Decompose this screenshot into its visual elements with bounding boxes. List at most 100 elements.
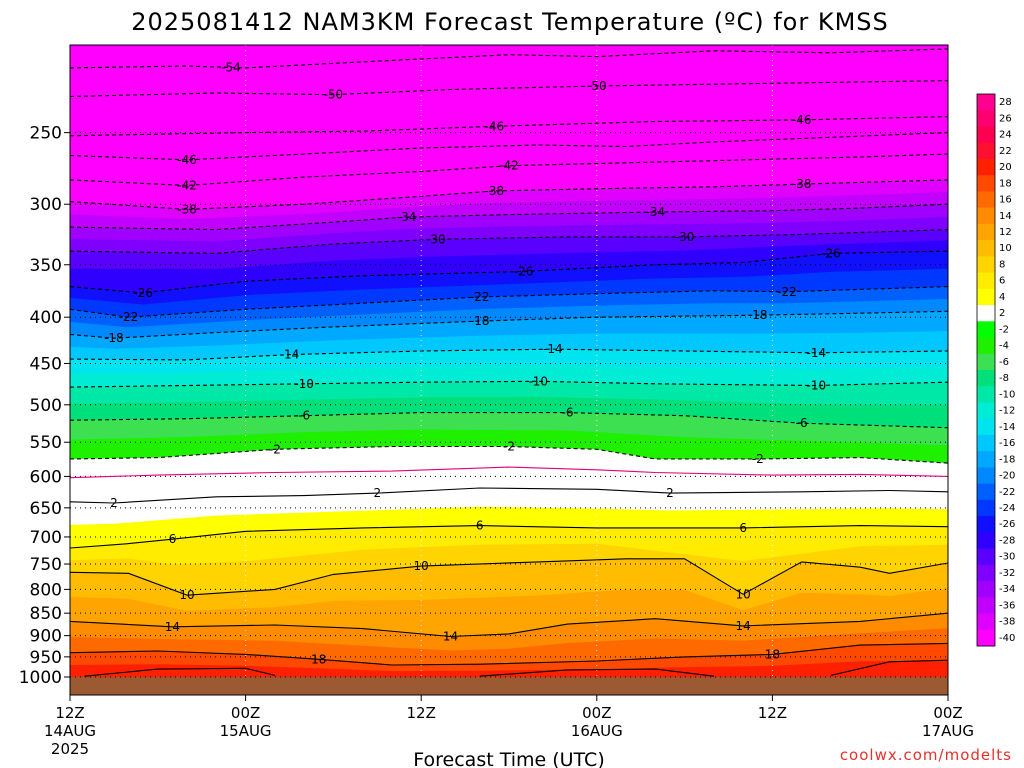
colorbar-swatch [977,158,995,176]
chart-title: 2025081412 NAM3KM Forecast Temperature (… [131,8,889,36]
y-tick-label: 400 [30,308,62,328]
contour-label: -26 [821,246,841,260]
contour-label: 2 [373,486,381,500]
contour-label: -30 [675,230,695,244]
x-tick-label: 16AUG [571,722,623,740]
contour-line [70,153,948,187]
colorbar-swatch [977,418,995,436]
colorbar-label: -4 [999,341,1009,352]
contour-line [70,525,948,549]
contour-line [70,487,948,504]
colorbar-swatch [977,467,995,485]
contour-label: -6 [562,406,574,420]
colorbar-label: -20 [999,471,1015,482]
colorbar: 28 26 24 22 20 18 16 14 12 10 8 6 4 2 -2 -4 -6 -8 -10 -12 -1… [976,93,1015,647]
y-tick-label: 250 [30,124,62,144]
contour-line [70,612,948,638]
y-tick-label: 950 [30,648,62,668]
colorbar-swatch [977,223,995,241]
contour-label: 14 [443,629,458,643]
y-tick-label: 800 [30,580,62,600]
colorbar-label: -36 [999,600,1015,611]
contour-line [830,659,948,676]
contour-label: -38 [485,184,505,198]
contour-label: -46 [177,153,197,167]
colorbar-label: -10 [999,389,1015,400]
colorbar-swatch [977,175,995,192]
contour-label: -10 [528,374,548,388]
colorbar-label: -28 [999,535,1015,546]
contour-label: -54 [221,60,241,74]
contour-label: -42 [177,178,197,192]
contour-label: 10 [179,588,194,602]
colorbar-label: -2 [999,324,1009,335]
colorbar-swatch [977,110,995,127]
colorbar-label: -26 [999,519,1015,530]
contour-label: -22 [119,310,139,324]
contour-line [70,132,948,161]
x-tick-label: 2025 [51,740,89,758]
contour-label: -14 [543,342,563,356]
contour-label: -2 [503,439,515,453]
colorbar-label: -6 [999,357,1009,368]
contour-line [70,466,948,479]
colorbar-swatch [977,321,995,339]
colorbar-swatch [977,353,995,371]
y-tick-label: 600 [30,467,62,487]
contour-label: 18 [311,652,326,666]
contour-label: -38 [792,177,812,191]
colorbar-frame [976,93,996,647]
colorbar-label: 24 [999,130,1012,141]
contour-line [70,412,948,429]
contour-label: -34 [397,210,417,224]
y-tick-label: 700 [30,528,62,548]
contour-line [70,179,948,210]
colorbar-label: -18 [999,454,1015,465]
colorbar-label: -34 [999,584,1015,595]
colorbar-swatch [977,597,995,615]
colorbar-label: 22 [999,146,1012,157]
colorbar-swatch [977,386,995,403]
contour-label: -22 [470,290,490,304]
colorbar-label: 16 [999,195,1012,206]
colorbar-label: 10 [999,243,1012,254]
contour-line [70,48,948,69]
colorbar-label: -14 [999,422,1015,433]
colorbar-swatch [977,305,995,322]
contour-line [70,558,948,596]
colorbar-swatch [977,142,995,160]
contour-label: -26 [133,286,153,300]
contour-line [84,667,276,677]
colorbar-swatch [977,207,995,225]
contour-label: 18 [765,647,780,661]
colorbar-label: 14 [999,211,1012,222]
contour-line [479,668,714,677]
x-tick-label: 17AUG [922,722,974,740]
colorbar-swatch [977,581,995,598]
ground-layer [70,677,948,695]
colorbar-label: -32 [999,568,1015,579]
contour-label: 2 [666,486,674,500]
contour-label: -50 [324,88,344,102]
colorbar-label: -8 [999,373,1009,384]
colorbar-label: 26 [999,113,1012,124]
colorbar-label: 18 [999,178,1012,189]
credit-text: coolwx.com/modelts [840,746,1012,764]
colorbar-swatch [977,548,995,566]
plot-frame [69,44,949,696]
contour-label: -26 [514,264,534,278]
contour-line [70,250,948,294]
y-tick-label: 550 [30,433,62,453]
x-tick-label: 00Z [231,704,260,722]
x-axis-label: Forecast Time (UTC) [413,749,604,768]
x-tick-label: 12Z [55,704,84,722]
y-tick-label: 1000 [19,668,62,688]
contour-label: -14 [806,346,826,360]
contour-line [70,642,948,666]
colorbar-swatch [977,191,995,209]
contour-line [70,116,948,137]
colorbar-label: -30 [999,552,1015,563]
contour-label: -10 [294,377,314,391]
y-tick-label: 900 [30,627,62,647]
